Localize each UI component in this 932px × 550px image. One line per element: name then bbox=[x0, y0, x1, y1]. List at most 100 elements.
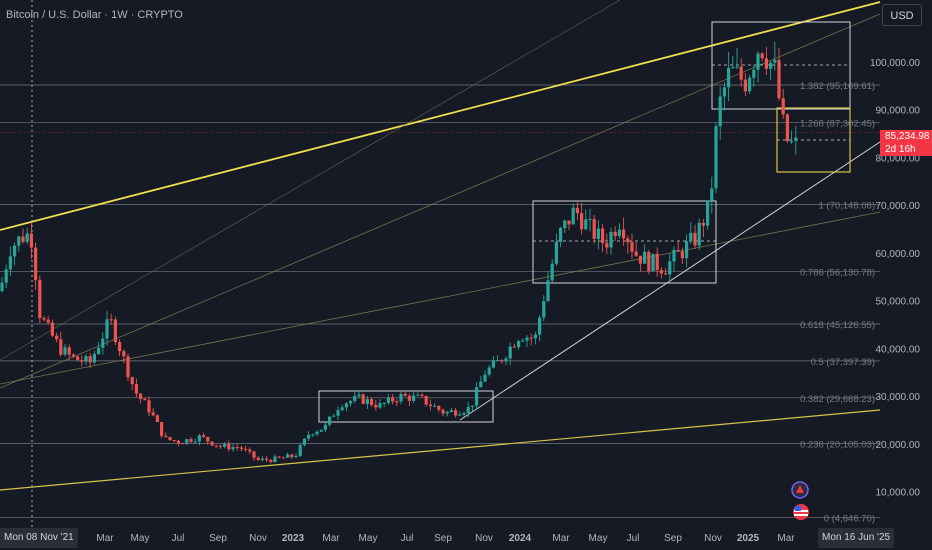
x-tick-label: Mar bbox=[552, 533, 570, 544]
x-tick-label: Nov bbox=[475, 533, 493, 544]
trendline-top bbox=[0, 1, 881, 231]
candle-body bbox=[328, 416, 332, 425]
candle-body bbox=[319, 429, 323, 432]
candle-body bbox=[475, 387, 479, 406]
candle-body bbox=[185, 439, 189, 444]
x-tick-label: May bbox=[131, 533, 150, 544]
candle-body bbox=[655, 253, 659, 271]
candle-body bbox=[794, 137, 798, 141]
x-tick-label: Jul bbox=[627, 533, 640, 544]
candle-body bbox=[210, 441, 214, 446]
candle-body bbox=[252, 451, 256, 458]
candle-body bbox=[227, 443, 231, 450]
candle-body bbox=[307, 434, 311, 439]
candle-body bbox=[13, 245, 17, 257]
y-tick-label: 40,000.00 bbox=[876, 344, 921, 355]
fib-label: 0.786 (56,130.78) bbox=[800, 267, 875, 278]
candles bbox=[0, 41, 798, 464]
candle-body bbox=[710, 188, 714, 201]
candle-body bbox=[181, 443, 185, 445]
candle-body bbox=[462, 413, 466, 415]
candle-body bbox=[664, 273, 668, 275]
candle-body bbox=[651, 253, 655, 272]
candle-body bbox=[298, 445, 302, 456]
crosshair-date-right: Mon 16 Jun '25 bbox=[818, 528, 895, 548]
candle-body bbox=[332, 415, 336, 417]
candle-body bbox=[113, 319, 117, 343]
candle-body bbox=[34, 247, 38, 281]
candle-body bbox=[546, 280, 550, 302]
candle-body bbox=[147, 400, 151, 413]
candle-body bbox=[21, 236, 25, 242]
trendline-faint-2 bbox=[0, 0, 621, 361]
candle-body bbox=[609, 231, 613, 248]
fib-label: 0.618 (45,126.55) bbox=[800, 320, 875, 331]
candle-body bbox=[235, 447, 239, 449]
candle-body bbox=[638, 255, 642, 264]
candle-body bbox=[151, 412, 155, 416]
x-tick-label: Mar bbox=[322, 533, 340, 544]
candle-body bbox=[17, 236, 21, 246]
chart-title: Bitcoin / U.S. Dollar · 1W · CRYPTO bbox=[6, 9, 183, 21]
candle-body bbox=[231, 447, 235, 450]
candle-body bbox=[63, 347, 67, 355]
candle-body bbox=[76, 356, 80, 361]
fib-label: 0.5 (37,397.39) bbox=[811, 357, 875, 368]
fib-lines bbox=[0, 0, 880, 528]
candle-body bbox=[67, 347, 71, 355]
currency-button[interactable]: USD bbox=[882, 4, 922, 26]
candle-body bbox=[365, 399, 369, 404]
candle-body bbox=[584, 219, 588, 230]
candle-body bbox=[223, 443, 227, 447]
candle-body bbox=[172, 440, 176, 442]
candle-body bbox=[538, 317, 542, 335]
axis-labels: 1.618 (118,027.93)1.382 (95,169.61)1.268… bbox=[55, 58, 921, 544]
flag-icon[interactable] bbox=[790, 480, 810, 500]
candle-body bbox=[416, 394, 420, 396]
candle-body bbox=[466, 406, 470, 414]
candle-body bbox=[378, 403, 382, 408]
candle-body bbox=[512, 346, 516, 348]
candle-body bbox=[256, 457, 260, 460]
candle-body bbox=[206, 437, 210, 442]
y-tick-label: 50,000.00 bbox=[876, 297, 921, 308]
trendlines bbox=[0, 0, 881, 491]
candle-body bbox=[689, 232, 693, 242]
candle-body bbox=[781, 98, 785, 115]
candle-body bbox=[575, 207, 579, 214]
x-tick-label: Mar bbox=[777, 533, 795, 544]
x-tick-label: May bbox=[589, 533, 608, 544]
candle-body bbox=[785, 114, 789, 142]
candle-body bbox=[357, 394, 361, 397]
candle-body bbox=[139, 393, 143, 399]
candle-body bbox=[727, 67, 731, 88]
candle-body bbox=[130, 377, 134, 385]
x-tick-label: 2024 bbox=[509, 533, 532, 544]
candle-body bbox=[487, 367, 491, 375]
x-tick-label: Nov bbox=[249, 533, 267, 544]
candle-body bbox=[760, 53, 764, 59]
x-tick-label: 2025 bbox=[737, 533, 760, 544]
candle-body bbox=[680, 251, 684, 259]
candle-body bbox=[521, 340, 525, 342]
range-box bbox=[532, 200, 717, 284]
candle-body bbox=[706, 200, 710, 226]
y-tick-label: 60,000.00 bbox=[876, 249, 921, 260]
us-flag-icon[interactable] bbox=[792, 503, 810, 521]
candle-body bbox=[731, 67, 735, 69]
candle-body bbox=[84, 356, 88, 362]
candle-body bbox=[349, 400, 353, 404]
candle-body bbox=[42, 318, 46, 320]
candle-body bbox=[580, 213, 584, 230]
candle-body bbox=[563, 220, 567, 229]
candle-body bbox=[25, 233, 29, 242]
y-tick-label: 100,000.00 bbox=[870, 58, 920, 69]
candle-body bbox=[470, 405, 474, 407]
candle-body bbox=[550, 263, 554, 281]
x-tick-label: Mar bbox=[96, 533, 114, 544]
candle-body bbox=[122, 351, 126, 357]
candle-body bbox=[693, 232, 697, 246]
candle-body bbox=[294, 455, 298, 458]
candle-body bbox=[748, 77, 752, 92]
